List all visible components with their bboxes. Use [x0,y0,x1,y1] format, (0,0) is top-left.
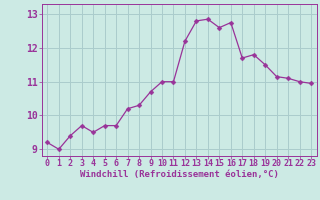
X-axis label: Windchill (Refroidissement éolien,°C): Windchill (Refroidissement éolien,°C) [80,170,279,179]
